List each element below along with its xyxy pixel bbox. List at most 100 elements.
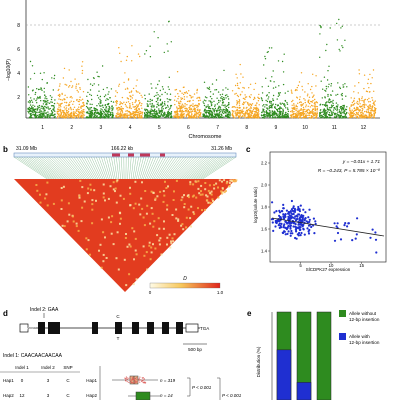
- ld-cell: [116, 231, 119, 234]
- snp-connector: [155, 156, 169, 180]
- manhattan-point: [168, 109, 170, 111]
- manhattan-point: [314, 107, 316, 109]
- manhattan-point: [295, 105, 298, 108]
- manhattan-point: [196, 89, 198, 92]
- scatter-point: [298, 208, 301, 211]
- manhattan-point: [338, 109, 340, 111]
- manhattan-point: [335, 94, 337, 96]
- manhattan-point: [65, 102, 68, 104]
- manhattan-point: [121, 103, 124, 105]
- ld-cell: [175, 179, 178, 182]
- snp-connector: [61, 156, 81, 180]
- ld-cell: [102, 253, 105, 256]
- manhattan-point: [315, 85, 317, 87]
- manhattan-point: [219, 100, 221, 102]
- manhattan-point: [58, 93, 61, 96]
- manhattan-point: [305, 113, 307, 115]
- manhattan-point: [334, 108, 337, 110]
- manhattan-point: [234, 93, 236, 95]
- manhattan-point: [28, 94, 30, 96]
- manhattan-point: [207, 104, 209, 106]
- manhattan-point: [161, 109, 164, 112]
- manhattan-point: [237, 106, 239, 109]
- manhattan-point: [349, 108, 351, 110]
- manhattan-point: [139, 111, 142, 113]
- panel-c-ylabel: log10(solute ratio): [253, 186, 258, 223]
- manhattan-point: [350, 115, 352, 118]
- manhattan-point: [339, 106, 341, 109]
- manhattan-point: [367, 108, 369, 110]
- manhattan-point: [372, 116, 375, 119]
- manhattan-point: [261, 111, 263, 114]
- manhattan-point: [30, 99, 33, 102]
- manhattan-point: [70, 107, 72, 109]
- manhattan-point: [161, 107, 163, 109]
- scatter-point: [312, 217, 315, 220]
- manhattan-point: [277, 60, 280, 62]
- manhattan-point: [267, 116, 269, 118]
- manhattan-point: [338, 115, 340, 118]
- manhattan-point: [312, 113, 315, 116]
- legend-label-without: Allele without 12-bp insertion: [349, 311, 380, 322]
- manhattan-point: [374, 112, 376, 115]
- manhattan-point: [160, 110, 162, 112]
- manhattan-point: [77, 91, 80, 93]
- manhattan-point: [188, 90, 190, 92]
- manhattan-point: [265, 104, 267, 106]
- manhattan-point: [357, 92, 359, 94]
- manhattan-point: [41, 112, 43, 115]
- manhattan-point: [180, 113, 182, 115]
- manhattan-point: [241, 103, 244, 105]
- manhattan-point: [38, 115, 40, 118]
- manhattan-point: [30, 110, 32, 113]
- manhattan-point: [221, 104, 223, 106]
- manhattan-point: [58, 103, 60, 105]
- scale-bar-label: 500 bp: [188, 347, 202, 352]
- manhattan-point: [276, 109, 279, 112]
- manhattan-point: [126, 109, 128, 112]
- manhattan-point: [337, 104, 339, 106]
- snp-connector: [36, 156, 64, 180]
- manhattan-point: [190, 111, 192, 113]
- hap2-n: n = 14: [160, 393, 173, 398]
- manhattan-point: [361, 96, 363, 98]
- manhattan-point: [39, 109, 41, 111]
- manhattan-point: [141, 96, 143, 98]
- manhattan-point: [131, 102, 134, 104]
- manhattan-point: [301, 89, 304, 91]
- manhattan-point: [53, 102, 56, 105]
- manhattan-point: [64, 115, 67, 117]
- scatter-point: [374, 231, 377, 234]
- manhattan-point: [64, 113, 67, 115]
- panel-c-y-ticks: 1.41.61.82.02.2: [261, 161, 270, 254]
- ld-cell: [209, 192, 212, 195]
- scatter-point: [297, 205, 300, 209]
- manhattan-point: [239, 113, 241, 115]
- manhattan-point: [315, 116, 318, 119]
- manhattan-point: [129, 98, 132, 101]
- manhattan-point: [225, 105, 228, 108]
- ld-cell: [89, 253, 91, 256]
- ld-cell: [149, 258, 152, 261]
- manhattan-point: [234, 110, 236, 112]
- manhattan-point: [361, 105, 363, 107]
- ld-cell: [175, 217, 178, 220]
- manhattan-point: [299, 96, 301, 98]
- manhattan-point: [115, 116, 118, 118]
- manhattan-point: [341, 45, 343, 47]
- manhattan-point: [245, 96, 248, 98]
- scatter-point: [308, 208, 311, 211]
- manhattan-point: [303, 116, 305, 119]
- ld-cell: [100, 218, 103, 221]
- manhattan-point: [196, 112, 198, 114]
- manhattan-point: [190, 109, 192, 111]
- snp-connector: [56, 156, 78, 180]
- snp-connector: [171, 156, 192, 180]
- scatter-point: [292, 222, 295, 225]
- chromosome-label: 7: [216, 125, 219, 131]
- scatter-point: [346, 225, 349, 228]
- manhattan-point: [208, 106, 211, 108]
- ld-cell: [95, 199, 97, 202]
- manhattan-point: [104, 94, 107, 96]
- manhattan-point: [271, 111, 274, 113]
